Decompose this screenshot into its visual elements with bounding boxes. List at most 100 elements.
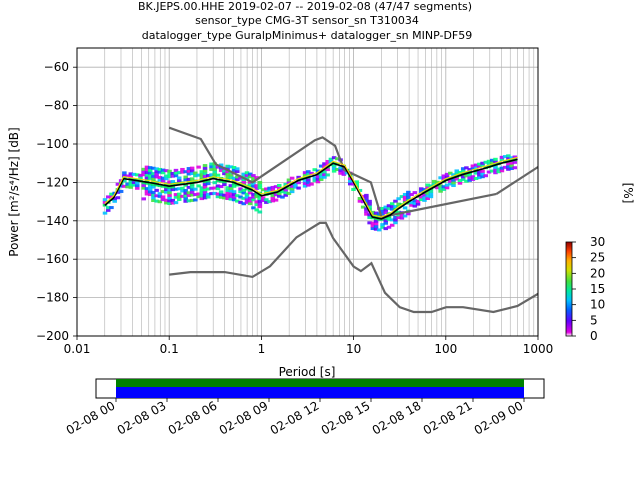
- histogram-cell: [257, 202, 263, 206]
- colorbar-tick-label: 20: [590, 266, 605, 280]
- histogram-cell: [164, 190, 169, 194]
- histogram-cell: [493, 165, 498, 169]
- histogram-cell: [406, 196, 411, 200]
- histogram-cell: [419, 195, 424, 199]
- histogram-cell: [209, 173, 214, 177]
- histogram-cell: [254, 200, 259, 204]
- histogram-cell: [222, 180, 227, 184]
- histogram-cell: [393, 218, 398, 222]
- histogram-cell: [173, 201, 179, 205]
- histogram-cell: [257, 186, 263, 190]
- histogram-cell: [444, 175, 450, 179]
- histogram-cell: [451, 178, 456, 182]
- histogram-cell: [254, 176, 259, 180]
- histogram-cell: [193, 171, 198, 175]
- histogram-cell: [512, 155, 518, 159]
- histogram-cell: [189, 177, 195, 181]
- histogram-cell: [364, 210, 369, 214]
- histogram-cell: [464, 166, 469, 170]
- histogram-cell: [509, 161, 514, 165]
- histogram-cell: [173, 193, 179, 197]
- histogram-cell: [402, 192, 408, 196]
- histogram-cell: [228, 165, 234, 169]
- histogram-cell: [422, 196, 427, 200]
- histogram-cell: [467, 178, 472, 182]
- histogram-cell: [215, 192, 221, 196]
- y-tick-label: −100: [36, 137, 69, 151]
- histogram-cell: [151, 177, 156, 181]
- histogram-cell: [244, 173, 250, 177]
- histogram-cell: [277, 192, 282, 196]
- histogram-cell: [367, 221, 372, 225]
- histogram-cell: [157, 176, 163, 180]
- histogram-cell: [218, 179, 224, 183]
- histogram-cell: [509, 164, 514, 168]
- histogram-cell: [506, 154, 511, 158]
- histogram-cell: [354, 180, 359, 184]
- histogram-cell: [160, 179, 166, 183]
- histogram-cell: [448, 179, 453, 183]
- histogram-cell: [231, 198, 237, 202]
- timeline-tick-label: 02-09 00: [472, 398, 526, 437]
- histogram-cell: [425, 183, 430, 187]
- histogram-cell: [251, 206, 256, 210]
- histogram-cell: [235, 199, 240, 203]
- histogram-cell: [222, 193, 227, 197]
- histogram-cell: [428, 184, 434, 188]
- histogram-cell: [218, 163, 224, 167]
- histogram-cell: [254, 184, 259, 188]
- histogram-cell: [380, 223, 385, 227]
- histogram-cell: [173, 168, 179, 172]
- histogram-cell: [422, 188, 427, 192]
- histogram-cell: [218, 195, 224, 199]
- histogram-cell: [486, 162, 492, 166]
- histogram-cell: [183, 189, 188, 193]
- histogram-cell: [357, 197, 363, 201]
- histogram-cell: [283, 191, 288, 195]
- histogram-cell: [109, 195, 114, 199]
- y-tick-label: −160: [36, 252, 69, 266]
- histogram-cell: [325, 168, 330, 172]
- histogram-cell: [306, 170, 311, 174]
- histogram-cell: [251, 195, 256, 199]
- histogram-cell: [441, 187, 447, 191]
- histogram-cell: [286, 186, 292, 190]
- histogram-cell: [167, 172, 172, 176]
- histogram-cell: [438, 189, 443, 193]
- histogram-cell: [460, 175, 466, 179]
- histogram-cell: [173, 195, 179, 199]
- histogram-cell: [202, 164, 208, 168]
- histogram-cell: [499, 158, 505, 162]
- histogram-cell: [438, 176, 443, 180]
- x-tick-label: 100: [434, 342, 457, 356]
- histogram-cell: [105, 206, 111, 210]
- histogram-cell: [170, 174, 176, 178]
- histogram-cell: [215, 187, 221, 191]
- histogram-cell: [393, 199, 398, 203]
- histogram-cell: [480, 175, 485, 179]
- histogram-cell: [176, 187, 182, 191]
- histogram-cell: [483, 174, 489, 178]
- histogram-cell: [457, 181, 463, 185]
- histogram-cell: [238, 195, 243, 199]
- histogram-cell: [157, 192, 163, 196]
- histogram-cell: [293, 185, 298, 189]
- histogram-cell: [164, 201, 169, 205]
- histogram-cell: [212, 181, 217, 185]
- histogram-cell: [264, 198, 269, 202]
- histogram-cell: [128, 183, 134, 187]
- histogram-cell: [209, 186, 214, 190]
- histogram-cell: [383, 221, 389, 225]
- histogram-cell: [118, 184, 124, 188]
- histogram-cell: [357, 188, 363, 192]
- histogram-cell: [422, 198, 427, 202]
- histogram-cell: [389, 204, 395, 208]
- histogram-cell: [244, 192, 250, 196]
- histogram-cell: [325, 160, 330, 164]
- histogram-cell: [199, 172, 205, 176]
- histogram-cell: [412, 204, 418, 208]
- histogram-cell: [315, 180, 321, 184]
- histogram-cell: [270, 185, 276, 189]
- histogram-cell: [135, 184, 140, 188]
